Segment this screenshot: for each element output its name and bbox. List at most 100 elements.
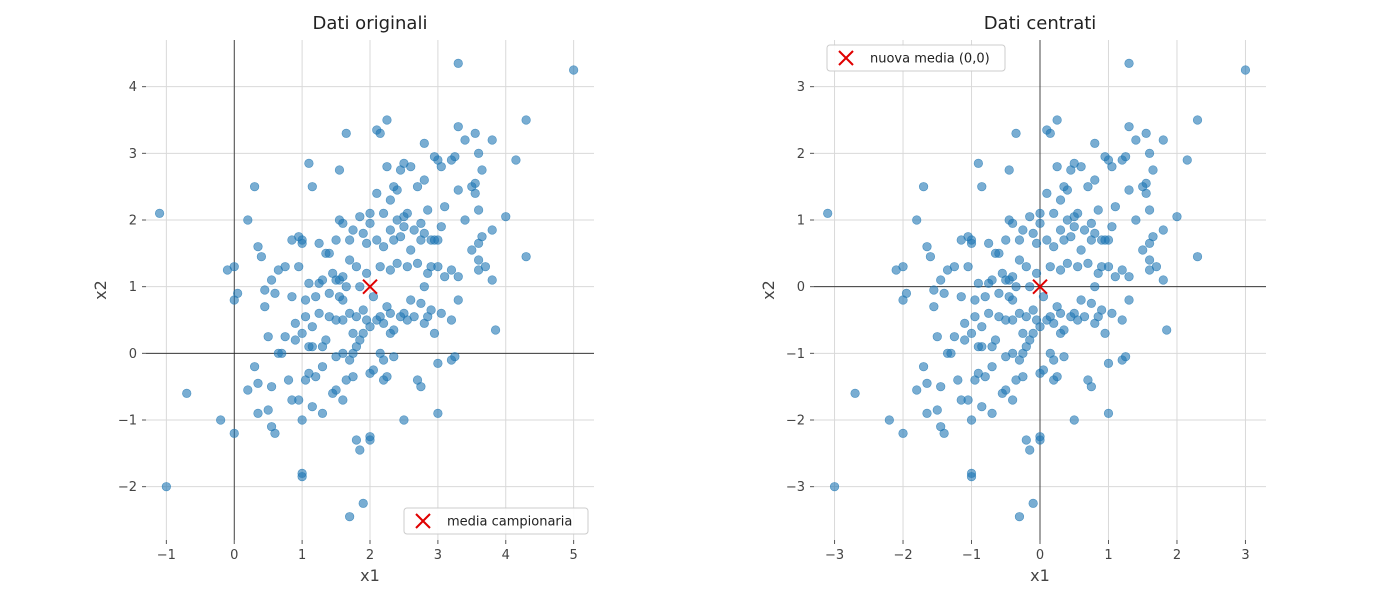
y-tick-label: −2 — [786, 414, 805, 429]
data-point — [358, 328, 368, 338]
data-point — [294, 395, 304, 405]
data-point — [1124, 272, 1134, 282]
data-point — [378, 318, 389, 328]
data-point — [1086, 382, 1096, 392]
data-point — [412, 258, 423, 268]
data-point — [317, 408, 328, 418]
data-point — [1144, 205, 1155, 215]
data-point — [1014, 235, 1025, 245]
y-tick-label: 0 — [797, 280, 805, 295]
data-point — [1008, 272, 1018, 282]
data-point — [823, 208, 833, 218]
data-point — [266, 275, 277, 285]
data-point — [929, 302, 939, 312]
data-point — [429, 328, 440, 338]
data-point — [351, 435, 362, 445]
data-point — [182, 388, 192, 398]
data-point — [1069, 222, 1079, 232]
data-point — [1090, 282, 1100, 292]
data-point — [433, 262, 443, 272]
data-point — [1062, 258, 1072, 268]
data-point — [446, 265, 457, 275]
data-point — [307, 322, 317, 332]
data-point — [263, 405, 273, 415]
data-point — [1066, 232, 1076, 242]
data-point — [990, 335, 1001, 345]
data-point — [419, 228, 429, 238]
data-point — [1090, 175, 1100, 185]
data-point — [358, 305, 368, 315]
data-point — [351, 262, 362, 272]
data-point — [453, 185, 463, 195]
data-point — [307, 342, 317, 352]
data-point — [1004, 165, 1014, 175]
data-point — [355, 445, 365, 455]
data-point — [1141, 188, 1151, 198]
data-point — [253, 378, 263, 388]
data-point — [1117, 265, 1127, 275]
data-point — [324, 248, 334, 258]
data-point — [501, 212, 511, 222]
data-point — [317, 362, 328, 372]
data-point — [406, 295, 416, 305]
data-point — [956, 292, 966, 302]
data-point — [470, 188, 480, 198]
data-point — [233, 288, 243, 298]
data-point — [1021, 312, 1031, 322]
data-point — [1055, 265, 1066, 275]
y-tick-label: −1 — [118, 414, 137, 429]
data-point — [263, 332, 273, 342]
data-point — [297, 235, 307, 245]
x-tick-label: 1 — [1104, 548, 1112, 563]
data-point — [912, 385, 922, 395]
data-point — [1090, 138, 1100, 148]
data-point — [936, 275, 946, 285]
data-point — [409, 225, 419, 235]
data-point — [939, 288, 949, 298]
data-point — [382, 372, 392, 382]
data-point — [260, 302, 270, 312]
data-point — [365, 322, 375, 332]
data-point — [1103, 262, 1114, 272]
data-point — [922, 242, 932, 252]
data-point — [980, 372, 990, 382]
data-point — [395, 232, 406, 242]
data-point — [1025, 282, 1035, 292]
data-point — [1035, 435, 1045, 445]
data-points — [154, 58, 579, 522]
data-point — [290, 318, 300, 328]
data-point — [345, 512, 355, 522]
data-points — [823, 58, 1251, 522]
data-point — [490, 325, 501, 335]
data-point — [966, 415, 977, 425]
data-point — [1100, 328, 1110, 338]
data-point — [1151, 262, 1162, 272]
data-point — [1076, 162, 1086, 172]
grid — [146, 40, 594, 540]
data-point — [433, 408, 443, 418]
data-point — [1141, 128, 1151, 138]
data-point — [963, 262, 973, 272]
data-point — [960, 335, 970, 345]
legend-marker — [838, 50, 854, 66]
data-point — [297, 328, 307, 338]
data-point — [389, 352, 399, 362]
data-point — [338, 395, 348, 405]
data-point — [450, 152, 460, 162]
data-point — [433, 358, 443, 368]
data-point — [243, 215, 253, 225]
data-point — [1182, 155, 1192, 165]
data-point — [1008, 218, 1018, 228]
data-point — [1083, 258, 1093, 268]
data-point — [161, 482, 171, 492]
data-point — [511, 155, 521, 165]
data-point — [1117, 315, 1127, 325]
data-point — [406, 162, 416, 172]
data-point — [416, 382, 426, 392]
data-point — [229, 428, 239, 438]
y-tick-label: −2 — [118, 480, 137, 495]
data-point — [300, 312, 311, 322]
data-point — [436, 162, 446, 172]
y-tick-label: 1 — [797, 214, 805, 229]
data-point — [922, 408, 932, 418]
